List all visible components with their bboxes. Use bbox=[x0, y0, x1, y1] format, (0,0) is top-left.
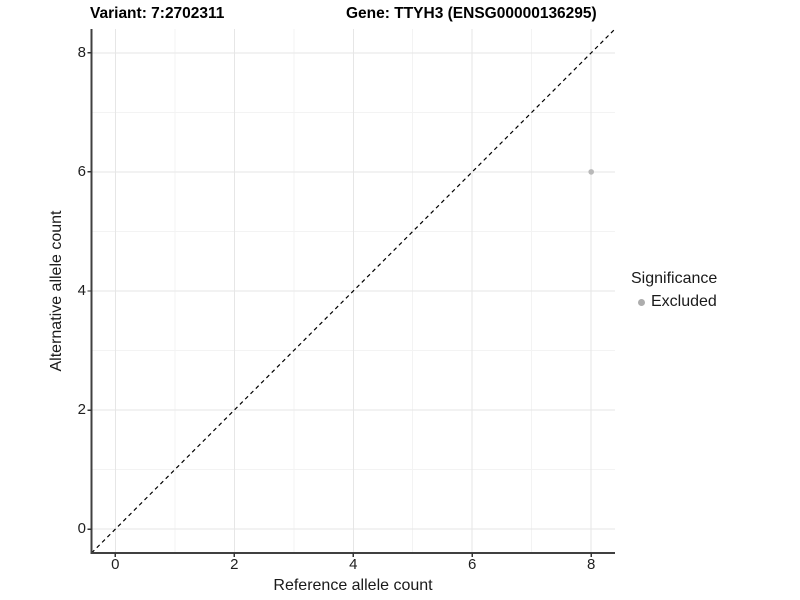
y-tick-label: 2 bbox=[77, 401, 86, 419]
legend: Significance Excluded bbox=[631, 269, 717, 312]
y-tick-label: 6 bbox=[77, 162, 86, 180]
x-tick-label: 4 bbox=[349, 556, 358, 573]
identity-line bbox=[91, 28, 616, 554]
y-tick-label: 8 bbox=[77, 43, 86, 61]
variant-title: Variant: 7:2702311 bbox=[90, 5, 225, 22]
x-tick-label: 0 bbox=[111, 556, 120, 573]
x-axis-title: Reference allele count bbox=[273, 577, 433, 594]
gene-title: Gene: TTYH3 (ENSG00000136295) bbox=[346, 5, 597, 22]
x-tick-label: 8 bbox=[587, 556, 596, 573]
y-tick-label: 0 bbox=[77, 520, 86, 538]
data-point bbox=[588, 169, 595, 175]
x-tick-label: 2 bbox=[230, 556, 239, 573]
legend-item-label: Excluded bbox=[651, 293, 717, 310]
legend-point-icon bbox=[638, 298, 645, 306]
legend-title: Significance bbox=[631, 270, 718, 287]
x-tick-label: 6 bbox=[468, 556, 477, 573]
legend-item-excluded: Excluded bbox=[631, 292, 717, 312]
y-axis-title: Alternative allele count bbox=[48, 210, 65, 372]
y-tick-label: 4 bbox=[77, 282, 86, 299]
